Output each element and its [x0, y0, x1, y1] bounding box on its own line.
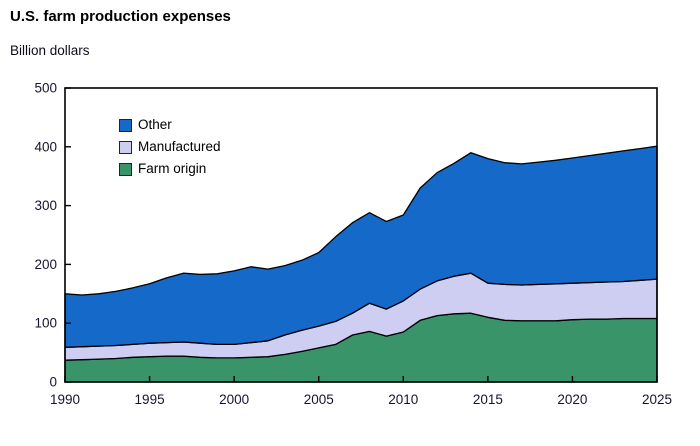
y-axis-tick-label: 0 — [49, 375, 57, 390]
legend-swatch-other-icon — [119, 118, 132, 132]
legend-label-farm-origin: Farm origin — [138, 161, 207, 176]
legend-swatch-farm-origin-icon — [119, 162, 132, 176]
y-axis-tick-label: 200 — [34, 257, 57, 272]
x-axis-tick-label: 2010 — [388, 392, 418, 407]
x-axis-tick-label: 2015 — [473, 392, 503, 407]
x-axis-tick-label: 2020 — [557, 392, 587, 407]
legend-label-other: Other — [138, 117, 172, 132]
page-title: U.S. farm production expenses — [10, 8, 231, 25]
y-axis-tick-label: 500 — [34, 81, 57, 96]
x-axis-tick-label: 2000 — [219, 392, 249, 407]
x-axis-tick-label: 1995 — [135, 392, 165, 407]
x-axis-tick-label: 2005 — [304, 392, 334, 407]
legend-item-other: Other — [119, 118, 221, 132]
y-axis-tick-label: 300 — [34, 198, 57, 213]
plot-border — [64, 87, 658, 383]
legend-item-farm-origin: Farm origin — [119, 162, 221, 176]
legend-swatch-manufactured-icon — [119, 140, 132, 154]
x-axis-tick-label: 1990 — [50, 392, 80, 407]
y-axis-unit-label: Billion dollars — [10, 43, 90, 58]
legend: Other Manufactured Farm origin — [119, 118, 221, 176]
legend-item-manufactured: Manufactured — [119, 140, 221, 154]
legend-label-manufactured: Manufactured — [138, 139, 221, 154]
x-axis-tick-label: 2025 — [642, 392, 672, 407]
y-axis-tick-label: 100 — [34, 316, 57, 331]
y-axis-tick-label: 400 — [34, 139, 57, 154]
